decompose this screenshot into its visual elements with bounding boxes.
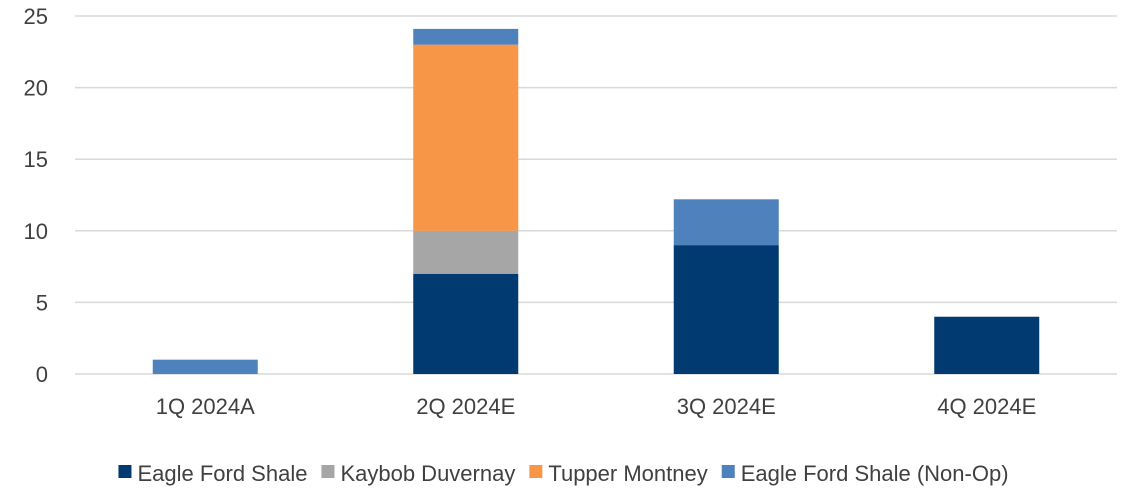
- legend-label: Eagle Ford Shale (Non-Op): [741, 461, 1009, 486]
- y-tick-label: 5: [36, 290, 48, 315]
- legend-swatch: [721, 465, 735, 478]
- legend-swatch: [321, 465, 335, 478]
- legend-item: Kaybob Duvernay: [321, 461, 515, 486]
- legend-label: Tupper Montney: [548, 461, 707, 486]
- bar-segment: [673, 245, 779, 374]
- legend-item: Eagle Ford Shale (Non-Op): [721, 461, 1009, 486]
- y-tick-label: 0: [36, 362, 48, 387]
- bar-segment: [934, 316, 1040, 374]
- bar-segment: [413, 273, 519, 374]
- y-axis-ticks: 0 5 10 15 20 25: [24, 4, 48, 387]
- y-tick-label: 25: [24, 4, 48, 29]
- legend-item: Eagle Ford Shale: [118, 461, 307, 486]
- legend-swatch: [118, 465, 132, 478]
- bar-segment: [673, 199, 779, 246]
- y-tick-label: 15: [24, 147, 48, 172]
- x-tick-label: 4Q 2024E: [937, 394, 1036, 419]
- bar-segment: [413, 44, 519, 231]
- legend-swatch: [529, 465, 543, 478]
- legend-label: Kaybob Duvernay: [340, 461, 515, 486]
- bar-segment: [413, 230, 519, 274]
- bar-segment: [413, 28, 519, 45]
- legend: Eagle Ford Shale Kaybob Duvernay Tupper Mo…: [118, 461, 1009, 486]
- x-tick-label: 2Q 2024E: [416, 394, 515, 419]
- legend-label: Eagle Ford Shale: [137, 461, 307, 486]
- bars: [152, 28, 1040, 374]
- legend-item: Tupper Montney: [529, 461, 708, 486]
- y-tick-label: 20: [24, 76, 48, 101]
- bar-segment: [152, 359, 258, 374]
- x-tick-label: 3Q 2024E: [677, 394, 776, 419]
- x-axis-ticks: 1Q 2024A 2Q 2024E 3Q 2024E 4Q 2024E: [156, 394, 1037, 419]
- y-tick-label: 10: [24, 219, 48, 244]
- x-tick-label: 1Q 2024A: [156, 394, 255, 419]
